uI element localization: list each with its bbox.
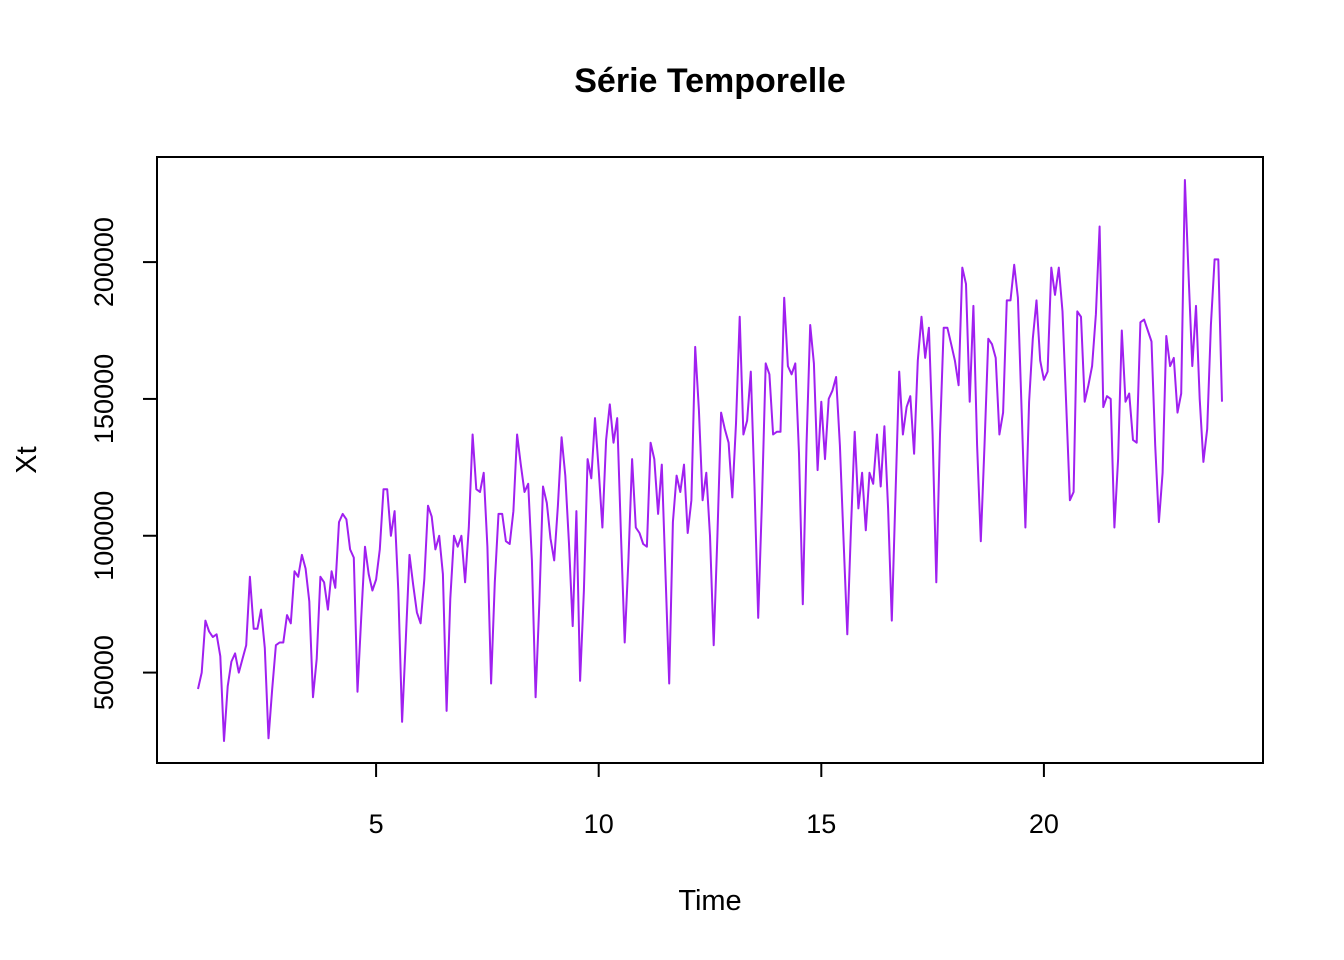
x-tick-label: 5 xyxy=(369,809,384,839)
plot-frame xyxy=(156,156,1264,764)
y-tick-label: 100000 xyxy=(89,491,119,581)
y-axis: 50000 100000 150000 200000 xyxy=(89,217,157,710)
y-axis-label: Xt xyxy=(11,446,43,473)
x-tick-label: 10 xyxy=(584,809,614,839)
y-tick-label: 150000 xyxy=(89,354,119,444)
x-tick-label: 15 xyxy=(806,809,836,839)
x-axis-label: Time xyxy=(678,885,741,917)
y-tick-label: 50000 xyxy=(89,635,119,710)
x-axis: 5 10 15 20 xyxy=(369,763,1059,839)
y-tick-label: 200000 xyxy=(89,217,119,307)
x-tick-label: 20 xyxy=(1029,809,1059,839)
series-line xyxy=(197,179,1223,742)
chart-title: Série Temporelle xyxy=(574,62,846,100)
